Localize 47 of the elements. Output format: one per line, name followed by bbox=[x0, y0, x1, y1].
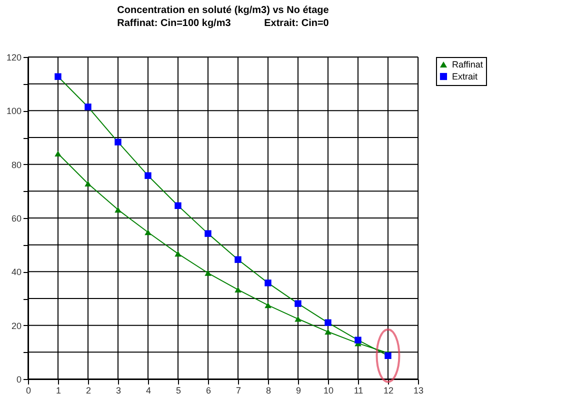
point bbox=[174, 250, 182, 257]
point bbox=[324, 319, 332, 326]
x-tick-label: 13 bbox=[413, 386, 424, 396]
x-tick-label: 3 bbox=[116, 386, 122, 396]
y-tick-label: 120 bbox=[6, 52, 22, 62]
point bbox=[114, 206, 122, 213]
x-tick-label: 1 bbox=[56, 386, 62, 396]
point bbox=[84, 104, 92, 110]
x-tick-label: 5 bbox=[176, 386, 182, 396]
x-tick-label: 2 bbox=[86, 386, 92, 396]
x-tick-label: 6 bbox=[206, 386, 212, 396]
point bbox=[324, 328, 332, 335]
y-tick-label: 0 bbox=[16, 374, 22, 384]
x-tick-label: 7 bbox=[236, 386, 242, 396]
y-tick-label: 40 bbox=[11, 267, 22, 278]
point bbox=[264, 280, 272, 286]
point bbox=[234, 286, 242, 293]
x-tick-label: 12 bbox=[383, 386, 394, 396]
x-tick-label: 11 bbox=[354, 386, 364, 396]
point bbox=[114, 138, 122, 146]
x-tick-label: 0 bbox=[26, 386, 32, 396]
point bbox=[54, 150, 62, 157]
point bbox=[384, 352, 392, 360]
legend-label: Extrait bbox=[452, 72, 478, 82]
point bbox=[204, 230, 212, 237]
point bbox=[234, 256, 242, 263]
point bbox=[54, 73, 62, 80]
y-tick-label: 100 bbox=[6, 106, 22, 116]
y-tick-label: 80 bbox=[11, 160, 22, 170]
x-tick-label: 4 bbox=[146, 386, 152, 396]
legend-label: Raffinat bbox=[452, 60, 484, 70]
point bbox=[144, 229, 152, 236]
point bbox=[174, 202, 182, 210]
point bbox=[294, 300, 302, 307]
chart-title: Concentration en soluté (kg/m3) vs No étage bbox=[117, 5, 330, 16]
point bbox=[294, 316, 302, 322]
x-tick-label: 9 bbox=[296, 386, 302, 396]
chart-subtitle: Raffinat: Cin=100 kg/m3 Extrait: Cin=0 bbox=[117, 18, 330, 29]
y-tick-label: 20 bbox=[11, 320, 22, 331]
y-tick-label: 60 bbox=[11, 214, 22, 224]
x-tick-label: 8 bbox=[266, 386, 272, 396]
x-tick-label: 10 bbox=[323, 386, 334, 396]
point bbox=[84, 180, 92, 187]
point bbox=[144, 172, 152, 179]
point bbox=[204, 270, 212, 276]
point bbox=[264, 302, 272, 308]
point bbox=[354, 336, 362, 344]
